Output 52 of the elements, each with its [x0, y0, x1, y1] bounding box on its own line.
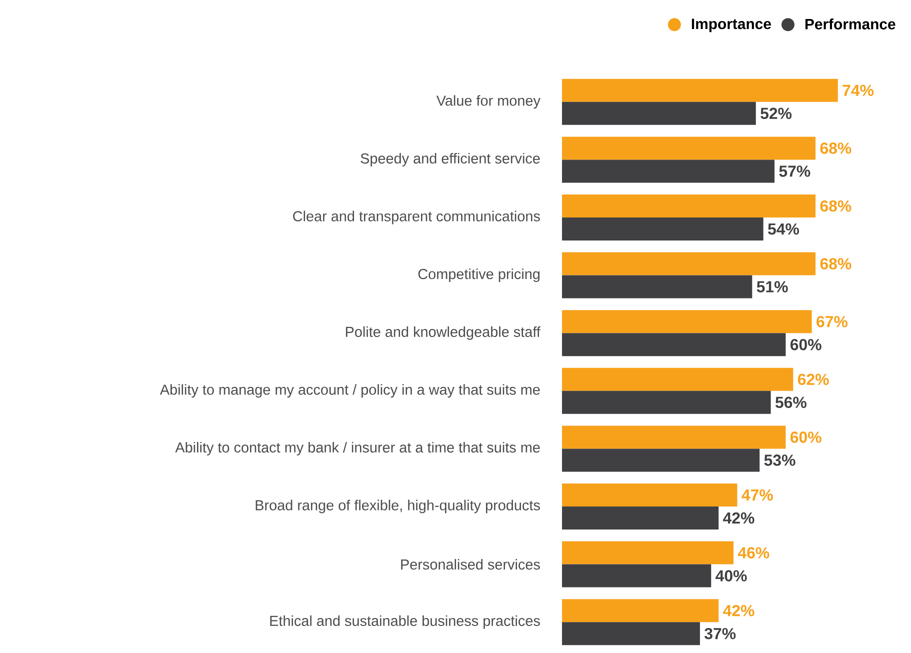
bar: [562, 541, 734, 564]
bar: [562, 506, 719, 530]
data-label: 52%: [760, 108, 792, 120]
bar: [562, 368, 794, 391]
bar: [562, 390, 771, 414]
y-tick-label: Speedy and efficient service: [360, 152, 540, 166]
data-label: 62%: [798, 374, 829, 386]
bar: [562, 426, 786, 449]
y-tick-label: Clear and transparent communications: [293, 210, 540, 224]
bar: [562, 333, 786, 356]
data-label: 37%: [704, 628, 736, 640]
bar: [562, 160, 775, 183]
y-tick-label: Broad range of flexible, high-quality products: [256, 500, 540, 514]
y-tick-label: Value for money: [436, 95, 540, 109]
bar: [562, 448, 760, 472]
data-label: 68%: [820, 258, 852, 270]
legend-label: Performance: [805, 18, 896, 30]
bar: [562, 622, 700, 646]
data-label: 47%: [742, 489, 773, 501]
y-tick-label: Ability to contact my bank / insurer at a time that suits me: [175, 442, 540, 456]
data-label: 68%: [820, 200, 852, 212]
legend-label: Importance: [692, 18, 771, 32]
data-label: 46%: [738, 547, 770, 558]
bar: [562, 564, 712, 588]
bar: [562, 483, 738, 506]
data-label: 42%: [723, 604, 754, 616]
data-label: 40%: [716, 570, 747, 582]
data-label: 42%: [723, 512, 754, 524]
bar: [562, 275, 752, 298]
bar: [562, 194, 816, 218]
y-tick-label: Competitive pricing: [418, 268, 540, 282]
data-label: 60%: [790, 338, 822, 350]
bar: [562, 310, 812, 334]
data-label: 54%: [768, 223, 800, 235]
data-label: 51%: [756, 281, 788, 292]
data-label: 74%: [842, 84, 874, 96]
data-label: 57%: [779, 166, 810, 177]
bar: [562, 599, 719, 622]
y-tick-label: Polite and knowledgeable staff: [346, 326, 540, 340]
data-label: 67%: [816, 316, 848, 328]
data-label: 60%: [790, 432, 822, 443]
y-tick-label: Ethical and sustainable business practices: [270, 615, 540, 629]
data-label: 53%: [764, 454, 796, 466]
bar: [562, 252, 816, 276]
y-tick-label: Ability to manage my account / policy in a way that suits me: [160, 384, 540, 398]
data-label: 56%: [775, 396, 806, 408]
data-label: 68%: [820, 142, 852, 154]
y-tick-label: Personalised services: [401, 558, 540, 570]
bar: [562, 136, 816, 160]
bar: [562, 78, 838, 102]
bar: [562, 217, 764, 240]
bar: [562, 102, 756, 125]
